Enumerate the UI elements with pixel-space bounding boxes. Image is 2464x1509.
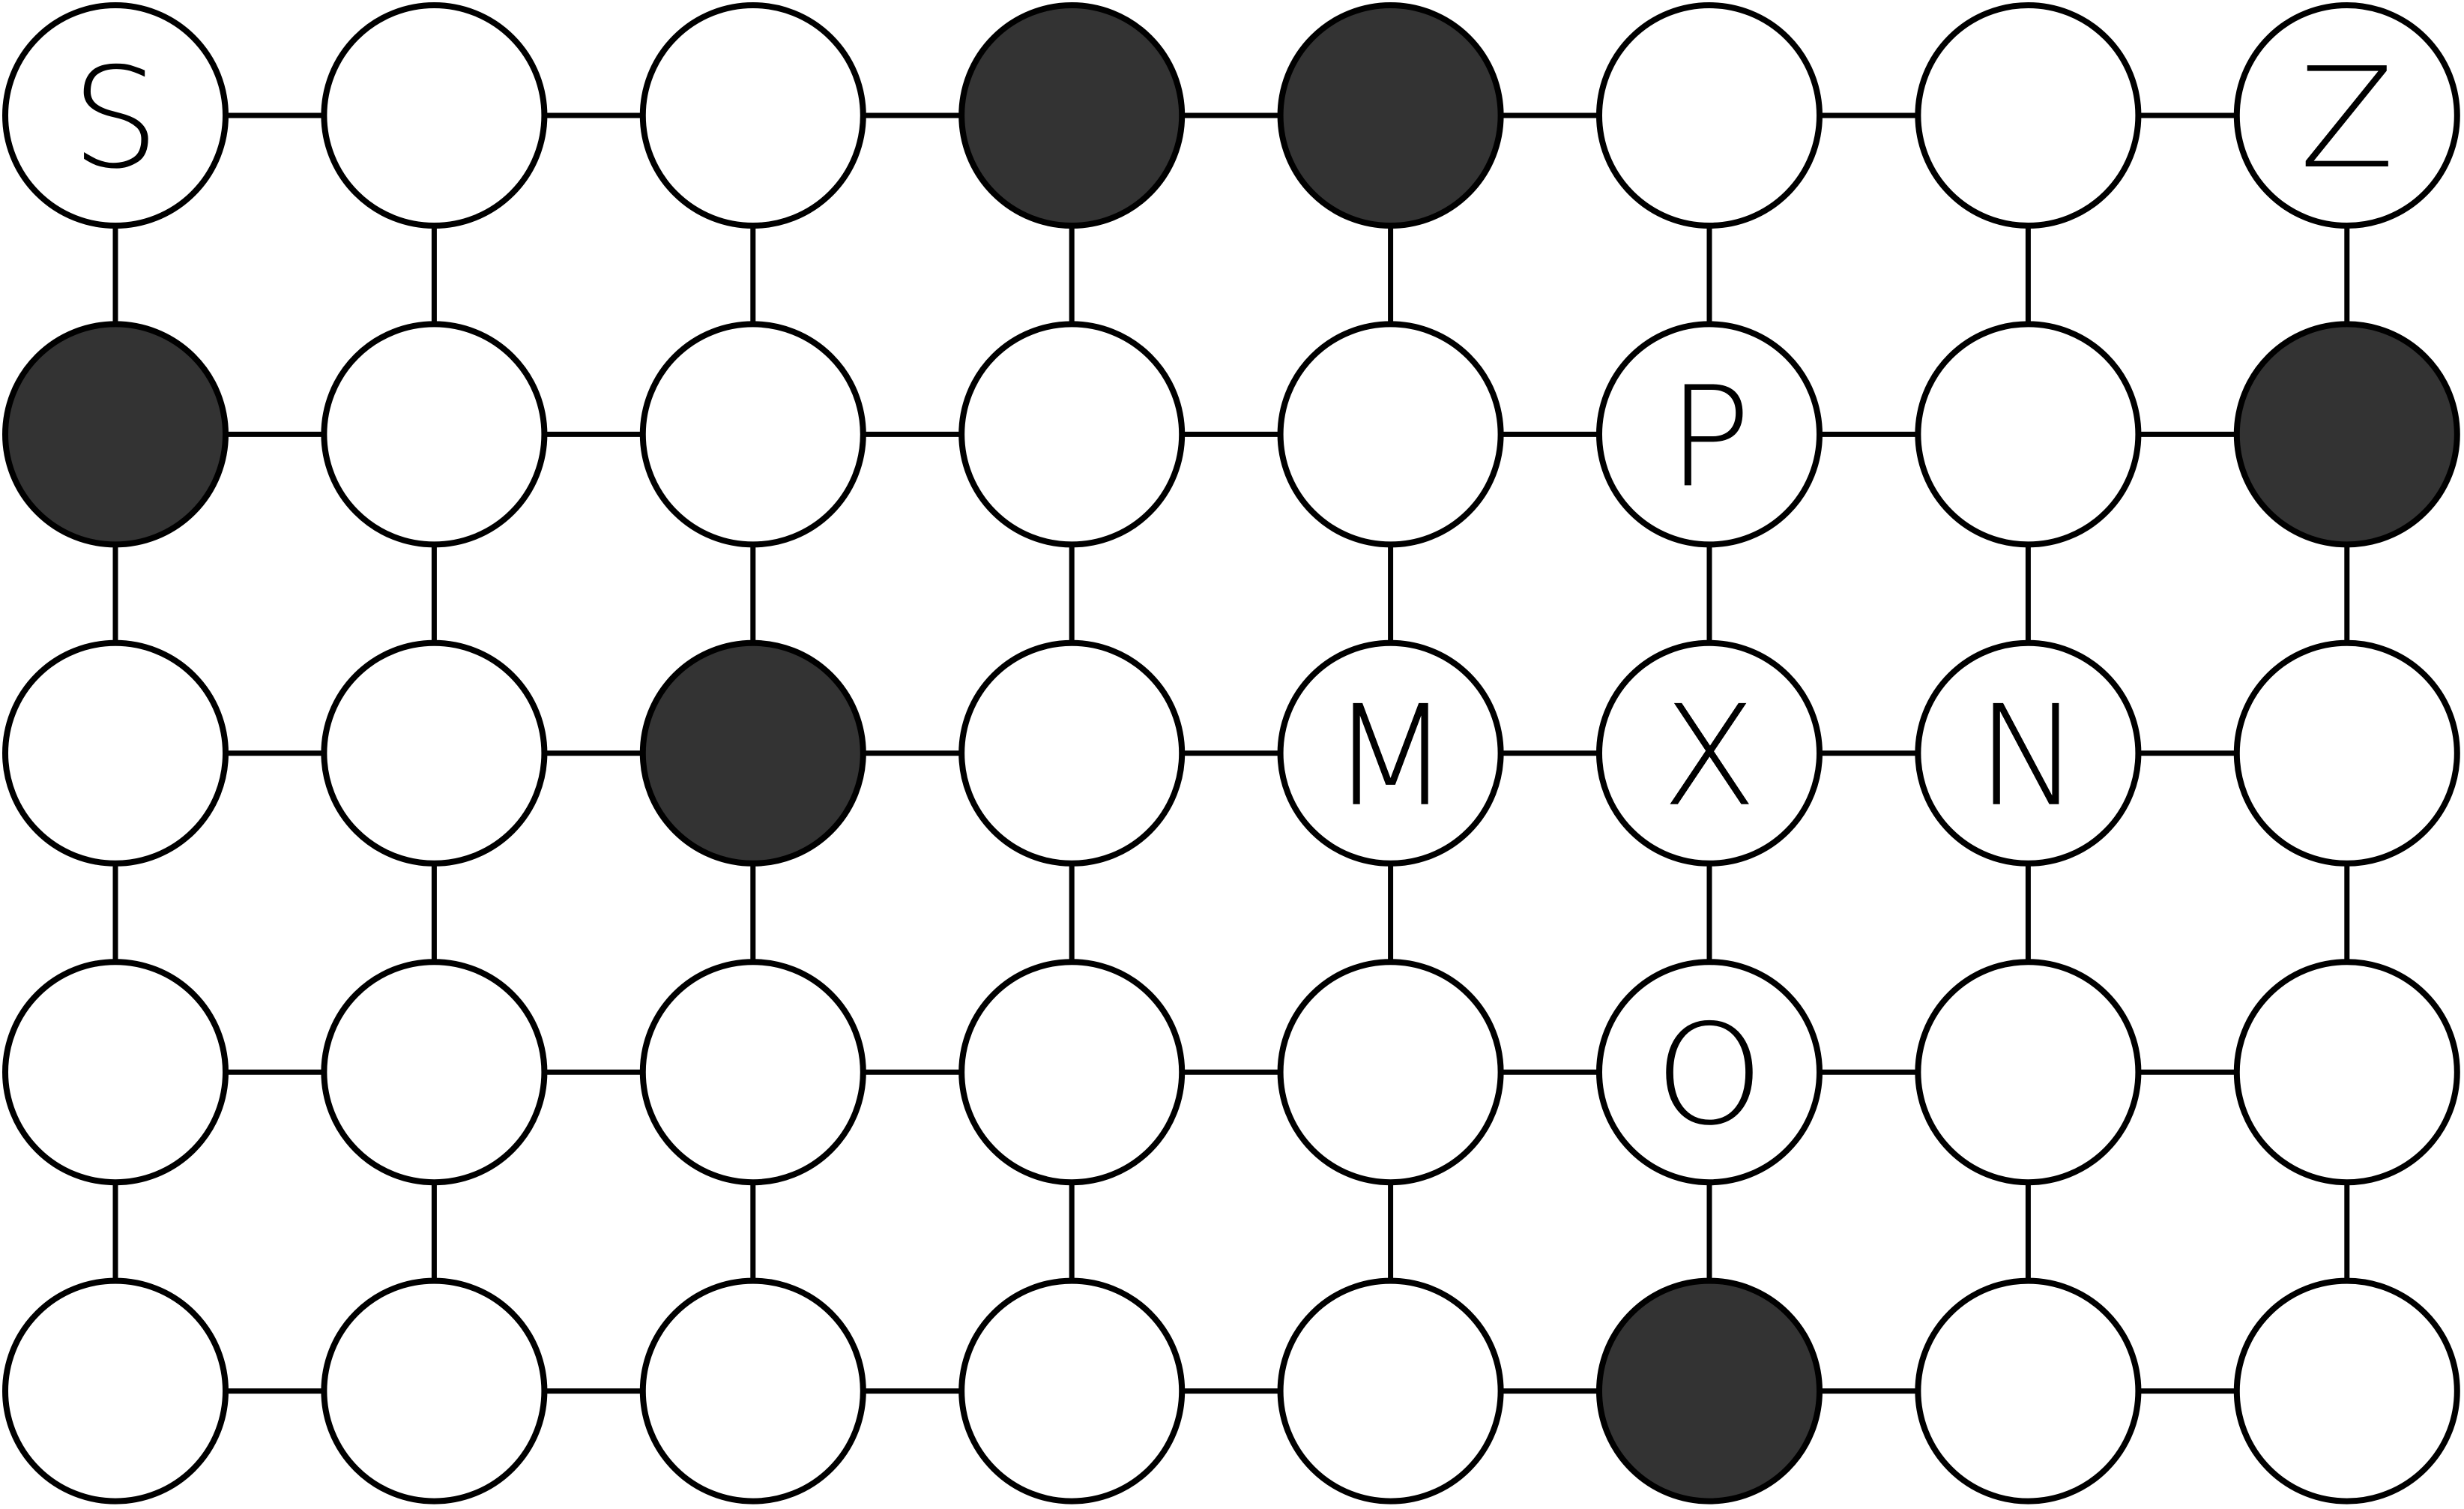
open-node-r3-c0: [2, 959, 229, 1186]
open-node-r2-c4: [1277, 639, 1504, 867]
open-node-r0-c6: [1915, 2, 2142, 229]
blocked-node-r4-c5: [1596, 1277, 1823, 1505]
open-node-r0-c0: [2, 2, 229, 229]
open-node-r2-c0: [2, 639, 229, 867]
open-node-r4-c3: [958, 1277, 1186, 1505]
open-node-r2-c1: [321, 639, 548, 867]
open-node-r1-c5: [1596, 321, 1823, 548]
node-label-x: X: [1662, 675, 1757, 837]
open-node-r4-c1: [321, 1277, 548, 1505]
node-label-p: P: [1667, 356, 1751, 518]
node-label-s: S: [71, 37, 159, 199]
open-node-r4-c7: [2233, 1277, 2460, 1505]
open-node-r1-c4: [1277, 321, 1504, 548]
blocked-node-r0-c4: [1277, 2, 1504, 229]
open-node-r1-c6: [1915, 321, 2142, 548]
open-node-r0-c1: [321, 2, 548, 229]
open-node-r2-c5: [1596, 639, 1823, 867]
open-node-r3-c2: [639, 959, 866, 1186]
blocked-node-r2-c2: [639, 639, 866, 867]
node-label-z: Z: [2299, 37, 2394, 199]
node-label-n: N: [1976, 675, 2080, 837]
open-node-r3-c5: [1596, 959, 1823, 1186]
open-node-r2-c7: [2233, 639, 2460, 867]
node-label-m: M: [1331, 675, 1451, 837]
open-node-r1-c1: [321, 321, 548, 548]
open-node-r2-c3: [958, 639, 1186, 867]
node-label-o: O: [1655, 994, 1764, 1156]
open-node-r4-c0: [2, 1277, 229, 1505]
open-node-r3-c4: [1277, 959, 1504, 1186]
open-node-r0-c2: [639, 2, 866, 229]
blocked-node-r0-c3: [958, 2, 1186, 229]
open-node-r3-c7: [2233, 959, 2460, 1186]
open-node-r3-c1: [321, 959, 548, 1186]
open-node-r1-c2: [639, 321, 866, 548]
open-node-r3-c3: [958, 959, 1186, 1186]
open-node-r3-c6: [1915, 959, 2142, 1186]
open-node-r4-c4: [1277, 1277, 1504, 1505]
open-node-r4-c6: [1915, 1277, 2142, 1505]
open-node-r0-c7: [2233, 2, 2460, 229]
open-node-r2-c6: [1915, 639, 2142, 867]
blocked-node-r1-c0: [2, 321, 229, 548]
open-node-r0-c5: [1596, 2, 1823, 229]
open-node-r1-c3: [958, 321, 1186, 548]
open-node-r4-c2: [639, 1277, 866, 1505]
blocked-node-r1-c7: [2233, 321, 2460, 548]
